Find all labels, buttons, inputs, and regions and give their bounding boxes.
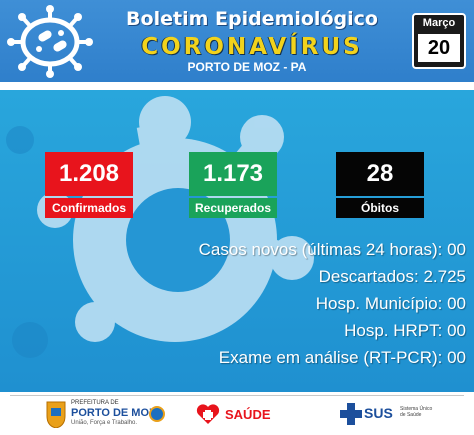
confirmed-label: Confirmados	[45, 198, 133, 218]
confirmed-value: 1.208	[45, 152, 133, 196]
footer-logos: PREFEITURA DE PORTO DE MOZ União, Força …	[0, 392, 474, 435]
deaths-stat: 28 Óbitos	[336, 152, 424, 218]
stats-panel: 1.208 Confirmados 1.173 Recuperados 28 Ó…	[0, 90, 474, 392]
coronavirus-title: CORONAVÍRUS	[141, 34, 363, 60]
exam-pending-line: Exame em análise (RT-PCR): 00	[218, 348, 466, 367]
hosp-municipio-line: Hosp. Município: 00	[315, 294, 466, 313]
date-day: 20	[418, 34, 460, 62]
city-crest-icon	[46, 401, 66, 428]
sus-logo: SUS Sistema Único de Saúde	[340, 400, 440, 430]
recovered-stat: 1.173 Recuperados	[189, 152, 277, 218]
heart-cross-icon	[196, 404, 220, 424]
discarded-line: Descartados: 2.725	[318, 267, 466, 286]
deaths-value: 28	[336, 152, 424, 196]
prefeitura-logo: PREFEITURA DE PORTO DE MOZ União, Força …	[45, 400, 165, 430]
seal-icon	[149, 406, 165, 422]
virus-logo-icon	[7, 5, 93, 78]
prefeitura-line2: PORTO DE MOZ	[71, 407, 156, 419]
sus-caption: Sistema Único de Saúde	[400, 406, 433, 418]
hosp-hrpt-line: Hosp. HRPT: 00	[344, 321, 466, 340]
recovered-label: Recuperados	[189, 198, 277, 218]
confirmed-stat: 1.208 Confirmados	[45, 152, 133, 218]
bulletin-title: Boletim Epidemiológico	[126, 8, 378, 30]
sus-label: SUS	[364, 405, 393, 421]
prefeitura-line1: PREFEITURA DE	[71, 400, 119, 406]
footer-divider	[10, 395, 464, 396]
date-month: Março	[422, 17, 456, 29]
new-cases-line: Casos novos (últimas 24 horas): 00	[198, 240, 466, 259]
location-label: PORTO DE MOZ - PA	[187, 60, 307, 74]
header-banner: Boletim Epidemiológico CORONAVÍRUS PORTO…	[0, 0, 474, 82]
calendar-date: Março 20	[412, 13, 466, 69]
sus-cross-icon	[340, 403, 362, 425]
prefeitura-tagline: União, Força e Trabalho.	[71, 420, 138, 426]
recovered-value: 1.173	[189, 152, 277, 196]
saude-logo: SAÚDE	[195, 400, 285, 430]
saude-label: SAÚDE	[225, 407, 271, 422]
deaths-label: Óbitos	[336, 198, 424, 218]
